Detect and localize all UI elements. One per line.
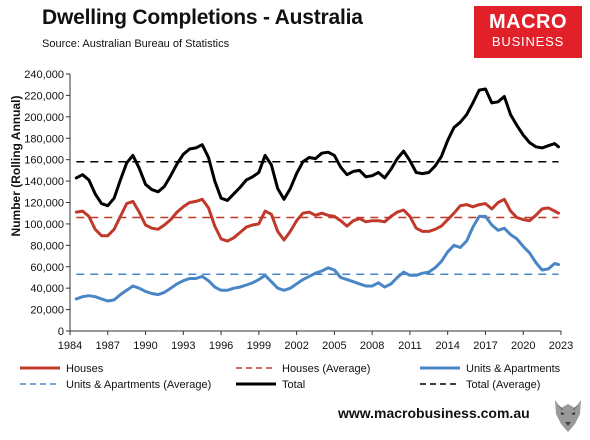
legend-label: Total	[282, 379, 305, 391]
legend-label: Units & Apartments (Average)	[66, 379, 211, 391]
legend-label: Units & Apartments	[466, 363, 561, 375]
legend-label: Total (Average)	[466, 379, 540, 391]
x-tick-label: 1999	[247, 340, 271, 352]
y-tick-label: 160,000	[24, 155, 64, 167]
x-tick-label: 2014	[435, 340, 459, 352]
y-axis-label: Number (Rolling Annual)	[9, 96, 23, 237]
y-tick-label: 80,000	[30, 240, 64, 252]
y-tick-label: 240,000	[24, 69, 64, 81]
macrobusiness-logo: MACRO BUSINESS	[474, 6, 582, 58]
series-line-units-apartments	[74, 214, 560, 303]
x-tick-label: 2008	[360, 340, 384, 352]
chart-series	[74, 87, 560, 303]
logo-line-2: BUSINESS	[491, 34, 565, 49]
x-tick-label: 1987	[96, 340, 120, 352]
y-tick-label: 60,000	[30, 262, 64, 274]
y-tick-label: 20,000	[30, 305, 64, 317]
logo-line-1: MACRO	[488, 11, 568, 33]
x-tick-label: 2002	[284, 340, 308, 352]
x-tick-label: 2020	[511, 340, 535, 352]
x-tick-label: 2011	[398, 340, 422, 352]
x-tick-label: 1990	[133, 340, 157, 352]
series-line-total	[74, 87, 560, 208]
legend-label: Houses (Average)	[282, 363, 370, 375]
x-tick-label: 1984	[58, 340, 82, 352]
y-tick-label: 220,000	[24, 90, 64, 102]
x-tick-label: 2005	[322, 340, 346, 352]
x-tick-label: 2017	[473, 340, 497, 352]
footer-url: www.macrobusiness.com.au	[338, 405, 530, 421]
x-tick-label: 1993	[171, 340, 195, 352]
chart-title: Dwelling Completions - Australia	[42, 6, 363, 29]
y-tick-label: 200,000	[24, 112, 64, 124]
chart-legend: Houses Houses (Average) Units & Apartments…	[20, 363, 561, 391]
y-tick-label: 0	[58, 326, 64, 338]
chart-axes: 0 20,000 40,000 60,000 80,000 100,000 120,000 1…	[24, 69, 573, 352]
y-tick-label: 180,000	[24, 133, 64, 145]
x-tick-label: 2023	[549, 340, 573, 352]
x-tick-label: 1996	[209, 340, 233, 352]
wolf-logo-icon	[555, 400, 581, 432]
legend-label: Houses	[66, 363, 104, 375]
y-tick-label: 100,000	[24, 219, 64, 231]
chart-subtitle: Source: Australian Bureau of Statistics	[42, 38, 230, 50]
y-tick-label: 40,000	[30, 283, 64, 295]
y-tick-label: 120,000	[24, 198, 64, 210]
y-tick-label: 140,000	[24, 176, 64, 188]
series-line-houses	[74, 197, 560, 243]
